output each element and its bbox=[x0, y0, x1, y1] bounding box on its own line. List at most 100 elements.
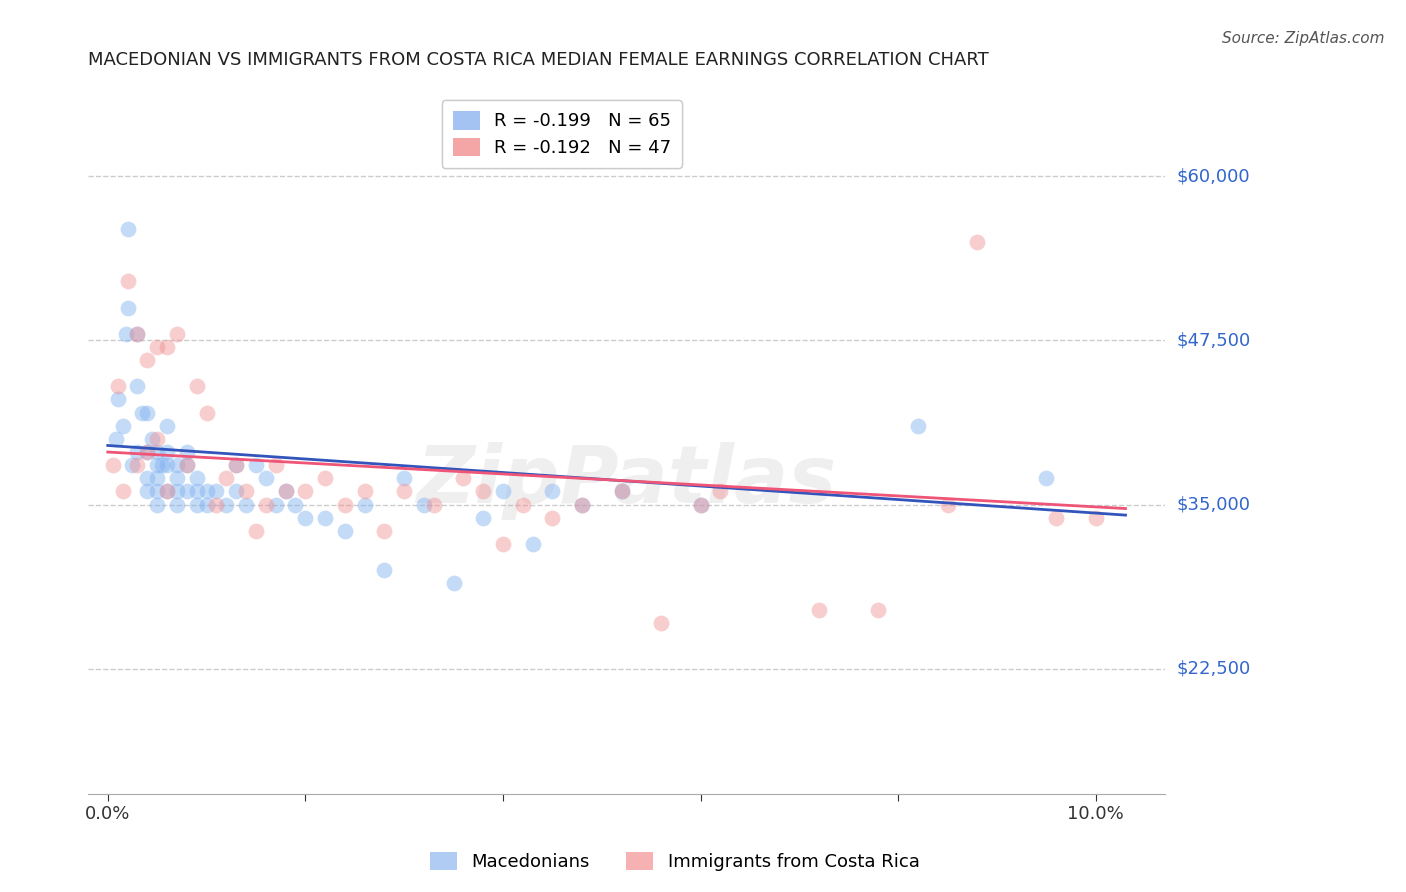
Y-axis label: Median Female Earnings: Median Female Earnings bbox=[0, 328, 8, 549]
Point bbox=[146, 445, 169, 459]
Point bbox=[111, 484, 134, 499]
Text: $60,000: $60,000 bbox=[1177, 167, 1250, 186]
Point bbox=[117, 301, 139, 315]
Text: MACEDONIAN VS IMMIGRANTS FROM COSTA RICA MEDIAN FEMALE EARNINGS CORRELATION CHAR: MACEDONIAN VS IMMIGRANTS FROM COSTA RICA… bbox=[89, 51, 988, 69]
Point bbox=[176, 458, 198, 473]
Point bbox=[541, 484, 564, 499]
Point bbox=[225, 458, 247, 473]
Point bbox=[1084, 510, 1107, 524]
Point bbox=[146, 432, 169, 446]
Point bbox=[314, 471, 336, 485]
Text: $22,500: $22,500 bbox=[1177, 660, 1250, 678]
Point bbox=[146, 498, 169, 512]
Point bbox=[215, 498, 238, 512]
Point bbox=[127, 379, 149, 393]
Point bbox=[127, 326, 149, 341]
Point bbox=[114, 326, 136, 341]
Point bbox=[127, 445, 149, 459]
Point bbox=[166, 498, 188, 512]
Point bbox=[294, 510, 316, 524]
Text: ZipPatlas: ZipPatlas bbox=[416, 442, 837, 520]
Point bbox=[176, 458, 198, 473]
Point bbox=[141, 432, 163, 446]
Point bbox=[1045, 510, 1067, 524]
Point bbox=[472, 484, 495, 499]
Point bbox=[472, 510, 495, 524]
Point bbox=[689, 498, 711, 512]
Point bbox=[215, 471, 238, 485]
Point bbox=[186, 484, 208, 499]
Point bbox=[314, 510, 336, 524]
Point bbox=[373, 563, 395, 577]
Point bbox=[136, 484, 159, 499]
Point bbox=[936, 498, 959, 512]
Point bbox=[333, 524, 356, 538]
Point bbox=[541, 510, 564, 524]
Point bbox=[373, 524, 395, 538]
Point bbox=[571, 498, 593, 512]
Point bbox=[808, 603, 831, 617]
Point bbox=[235, 498, 257, 512]
Point bbox=[156, 484, 179, 499]
Point bbox=[111, 418, 134, 433]
Point bbox=[127, 326, 149, 341]
Point bbox=[146, 458, 169, 473]
Point bbox=[274, 484, 297, 499]
Point bbox=[156, 484, 179, 499]
Point bbox=[166, 326, 188, 341]
Point bbox=[610, 484, 633, 499]
Point bbox=[689, 498, 711, 512]
Point bbox=[392, 471, 415, 485]
Point bbox=[205, 484, 228, 499]
Point bbox=[186, 471, 208, 485]
Point bbox=[225, 458, 247, 473]
Point bbox=[245, 524, 267, 538]
Point bbox=[117, 221, 139, 235]
Point bbox=[166, 458, 188, 473]
Point bbox=[333, 498, 356, 512]
Point bbox=[205, 498, 228, 512]
Point bbox=[235, 484, 257, 499]
Point bbox=[150, 458, 173, 473]
Point bbox=[136, 471, 159, 485]
Legend: R = -0.199   N = 65, R = -0.192   N = 47: R = -0.199 N = 65, R = -0.192 N = 47 bbox=[441, 100, 682, 168]
Text: $35,000: $35,000 bbox=[1177, 496, 1250, 514]
Point bbox=[156, 340, 179, 354]
Point bbox=[107, 379, 129, 393]
Point bbox=[136, 353, 159, 368]
Point bbox=[423, 498, 446, 512]
Point bbox=[264, 498, 287, 512]
Point bbox=[245, 458, 267, 473]
Point bbox=[254, 471, 277, 485]
Point bbox=[146, 471, 169, 485]
Point bbox=[146, 484, 169, 499]
Point bbox=[264, 458, 287, 473]
Point bbox=[195, 484, 218, 499]
Point bbox=[392, 484, 415, 499]
Point bbox=[146, 340, 169, 354]
Point bbox=[176, 484, 198, 499]
Point bbox=[166, 471, 188, 485]
Point bbox=[709, 484, 731, 499]
Point bbox=[353, 484, 375, 499]
Point bbox=[127, 458, 149, 473]
Point bbox=[274, 484, 297, 499]
Point bbox=[413, 498, 436, 512]
Point bbox=[131, 406, 153, 420]
Point bbox=[284, 498, 307, 512]
Point bbox=[353, 498, 375, 512]
Point bbox=[104, 432, 127, 446]
Point bbox=[195, 406, 218, 420]
Point bbox=[166, 484, 188, 499]
Point bbox=[492, 484, 515, 499]
Point bbox=[966, 235, 988, 249]
Point bbox=[571, 498, 593, 512]
Point bbox=[136, 445, 159, 459]
Point bbox=[453, 471, 475, 485]
Point bbox=[121, 458, 143, 473]
Point bbox=[156, 418, 179, 433]
Point bbox=[225, 484, 247, 499]
Point bbox=[522, 537, 544, 551]
Point bbox=[107, 392, 129, 407]
Point bbox=[101, 458, 124, 473]
